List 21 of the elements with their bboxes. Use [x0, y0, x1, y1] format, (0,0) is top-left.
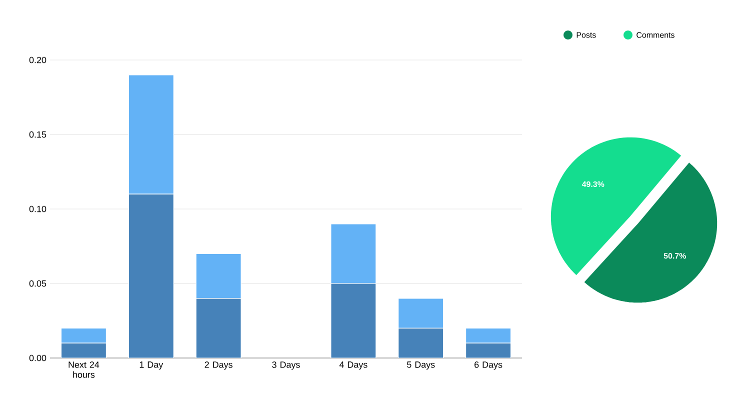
y-tick-label: 0.05 — [29, 280, 46, 287]
bar — [196, 253, 242, 299]
y-tick-label: 0.15 — [29, 131, 46, 138]
x-tick-label: 2 Days — [204, 362, 232, 370]
bar — [128, 194, 174, 358]
bar — [196, 298, 242, 358]
y-tick-label: 0.00 — [29, 354, 46, 362]
bar — [330, 283, 376, 358]
x-tick-label: 6 Days — [474, 362, 502, 370]
x-tick-label: 5 Days — [407, 362, 435, 370]
bar — [398, 328, 444, 358]
bar — [60, 342, 107, 358]
bar — [465, 342, 512, 358]
y-tick-label: 0.10 — [29, 206, 46, 212]
x-tick-label: 4 Days — [339, 362, 368, 370]
bar — [330, 224, 376, 284]
x-tick-label: Next 24 hours — [68, 362, 100, 378]
bar — [398, 298, 444, 328]
x-tick-label: 3 Days — [272, 362, 300, 370]
x-tick-label: 1 Day — [140, 362, 164, 370]
y-tick-label: 0.20 — [29, 56, 46, 64]
